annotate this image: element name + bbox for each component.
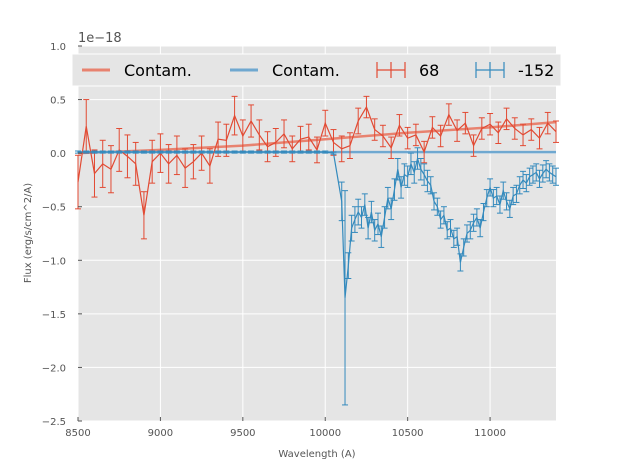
- x-axis-label: Wavelength (A): [278, 449, 355, 460]
- legend: Contam. Contam. 68 -152: [71, 53, 562, 87]
- legend-label-contam-blue: Contam.: [272, 61, 340, 80]
- y-tick-label: −2.0: [42, 363, 66, 374]
- legend-label-contam-red: Contam.: [124, 61, 192, 80]
- y-tick-label: −2.5: [42, 417, 66, 428]
- x-tick-label: 9500: [230, 428, 255, 439]
- legend-label-minus152: -152: [518, 61, 554, 80]
- series-layer: [75, 95, 559, 406]
- x-tick-label: 11000: [474, 428, 506, 439]
- y-tick-label: 1.0: [50, 42, 66, 53]
- x-tick-label: 8500: [65, 428, 90, 439]
- y-tick-label: −0.5: [42, 203, 66, 214]
- plot-background: [78, 46, 556, 421]
- x-tick-label: 10000: [309, 428, 341, 439]
- series-2: [75, 95, 559, 240]
- y-axis-label: Flux (erg/s/cm^2/A): [23, 183, 34, 283]
- offset-label: 1e−18: [78, 31, 122, 46]
- series-3: [75, 147, 559, 406]
- y-tick-label: −1.0: [42, 256, 66, 267]
- y-tick-label: 0.0: [50, 149, 66, 160]
- x-tick-label: 9000: [148, 428, 173, 439]
- y-tick-label: 0.5: [50, 96, 66, 107]
- x-tick-label: 10500: [392, 428, 424, 439]
- y-tick-label: −1.5: [42, 310, 66, 321]
- legend-swatch-minus152: [475, 62, 505, 78]
- data-line: [77, 105, 557, 216]
- axes: 8500 9000 9500 10000 10500 11000 −2.5 −2.0 −1.5 −…: [42, 42, 506, 439]
- legend-label-68: 68: [419, 61, 439, 80]
- legend-swatch-68: [376, 62, 406, 78]
- data-line: [78, 151, 557, 298]
